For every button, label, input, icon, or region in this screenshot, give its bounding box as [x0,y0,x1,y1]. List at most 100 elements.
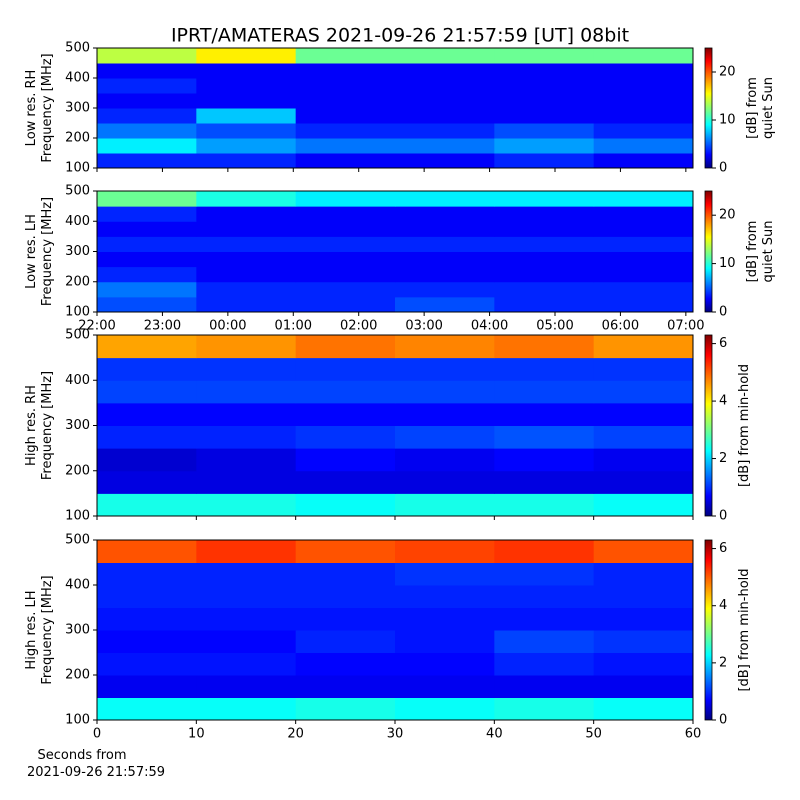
heatmap-cell [97,296,197,313]
heatmap-cell [295,206,396,222]
heatmap-cell [593,236,694,252]
heatmap-cell [593,138,694,154]
heatmap-cell [97,675,197,698]
heatmap-cell [593,251,694,268]
heatmap-cell [593,78,694,94]
heatmap-cell [97,697,197,721]
colorbar-label-line: [dB] from min-hold [737,364,752,487]
colorbar-tick-label: 4 [719,598,727,613]
x-axis-label-line: Seconds from [37,748,126,763]
heatmap-cell [593,221,694,237]
heatmap-cell [97,48,197,64]
heatmap-cell [97,402,197,426]
heatmap-cell [196,63,297,79]
heatmap-cell [395,585,495,608]
heatmap-cell [196,585,297,608]
heatmap-cell [395,153,495,169]
heatmap-cell [395,425,495,449]
y-axis-label: Low res. RHFrequency [MHz] [24,53,55,162]
heatmap-cell [295,697,396,721]
heatmap-cell [196,221,297,237]
y-tick-label: 200 [65,463,90,478]
heatmap-cell [295,425,396,449]
heatmap-cell [295,357,396,381]
heatmap-cell [494,296,595,313]
heatmap-cell [593,335,694,359]
heatmap-cell [196,138,297,154]
heatmap-cell [395,402,495,426]
heatmap-cell [196,675,297,698]
heatmap-cell [295,123,396,139]
y-tick-label: 400 [65,373,90,388]
heatmap-cell [395,123,495,139]
heatmap-cell [593,585,694,608]
x-tick-label: 07:00 [667,319,704,334]
heatmap-cell [295,221,396,237]
y-tick-label: 200 [65,274,90,289]
heatmap-cell [97,448,197,472]
y-axis-label-line: Low res. RH [24,70,39,147]
heatmap-cell [196,540,297,563]
colorbar-label-line: quiet Sun [761,77,776,139]
y-tick-label: 300 [65,244,90,259]
heatmap-cell [494,585,595,608]
heatmap-cell [196,630,297,653]
heatmap-cell [494,402,595,426]
y-tick-label: 500 [65,533,90,548]
heatmap-cell [295,191,396,207]
heatmap-cell [196,266,297,283]
heatmap-cell [494,251,595,268]
heatmap-cell [395,108,495,124]
heatmap-cell [593,357,694,381]
heatmap-cell [295,138,396,154]
heatmap-cell [97,281,197,298]
heatmap-cell [494,236,595,252]
y-tick-label: 100 [65,713,90,728]
heatmap-cell [593,296,694,313]
heatmap-cell [494,108,595,124]
x-tick-label: 06:00 [602,319,639,334]
colorbar-label: [dB] from min-hold [737,568,752,691]
heatmap-cell [295,540,396,563]
y-axis-label-line: Frequency [MHz] [40,575,55,684]
heatmap-cell [295,448,396,472]
heatmap-cell [295,281,396,298]
heatmap-cell [295,493,396,517]
x-tick-label: 22:00 [78,319,115,334]
heatmap-cell [593,562,694,586]
heatmap-cell [494,540,595,563]
heatmap-cell [593,540,694,563]
colorbar-tick-label: 2 [719,655,727,670]
heatmap-cell [97,607,197,631]
heatmap-cell [97,123,197,139]
colorbar-label: [dB] from min-hold [737,364,752,487]
heatmap-cell [494,153,595,169]
y-tick-label: 100 [65,509,90,524]
heatmap-cell [97,425,197,449]
heatmap-cell [593,266,694,283]
heatmap-cell [196,493,297,517]
heatmap-cell [494,221,595,237]
y-tick-label: 400 [65,214,90,229]
y-tick-label: 100 [65,305,90,320]
heatmap-cell [593,697,694,721]
colorbar-tick-label: 0 [719,305,727,320]
y-axis-label-line: Low res. LH [24,214,39,289]
colorbar-tick-label: 10 [719,256,736,271]
heatmap-cell [97,630,197,653]
colorbar-tick-label: 0 [719,161,727,176]
heatmap-cell [494,206,595,222]
heatmap-cell [97,251,197,268]
heatmap-cell [97,493,197,517]
heatmap-cell [593,63,694,79]
heatmap-cell [593,402,694,426]
x-tick-label: 01:00 [275,319,312,334]
colorbar-tick-label: 4 [719,394,727,409]
colorbar [704,190,713,313]
heatmap-cell [97,78,197,94]
heatmap-cell [295,266,396,283]
colorbar [704,334,713,517]
heatmap-cell [196,296,297,313]
colorbar-tick-label: 0 [719,509,727,524]
x-tick-label: 50 [585,727,602,742]
